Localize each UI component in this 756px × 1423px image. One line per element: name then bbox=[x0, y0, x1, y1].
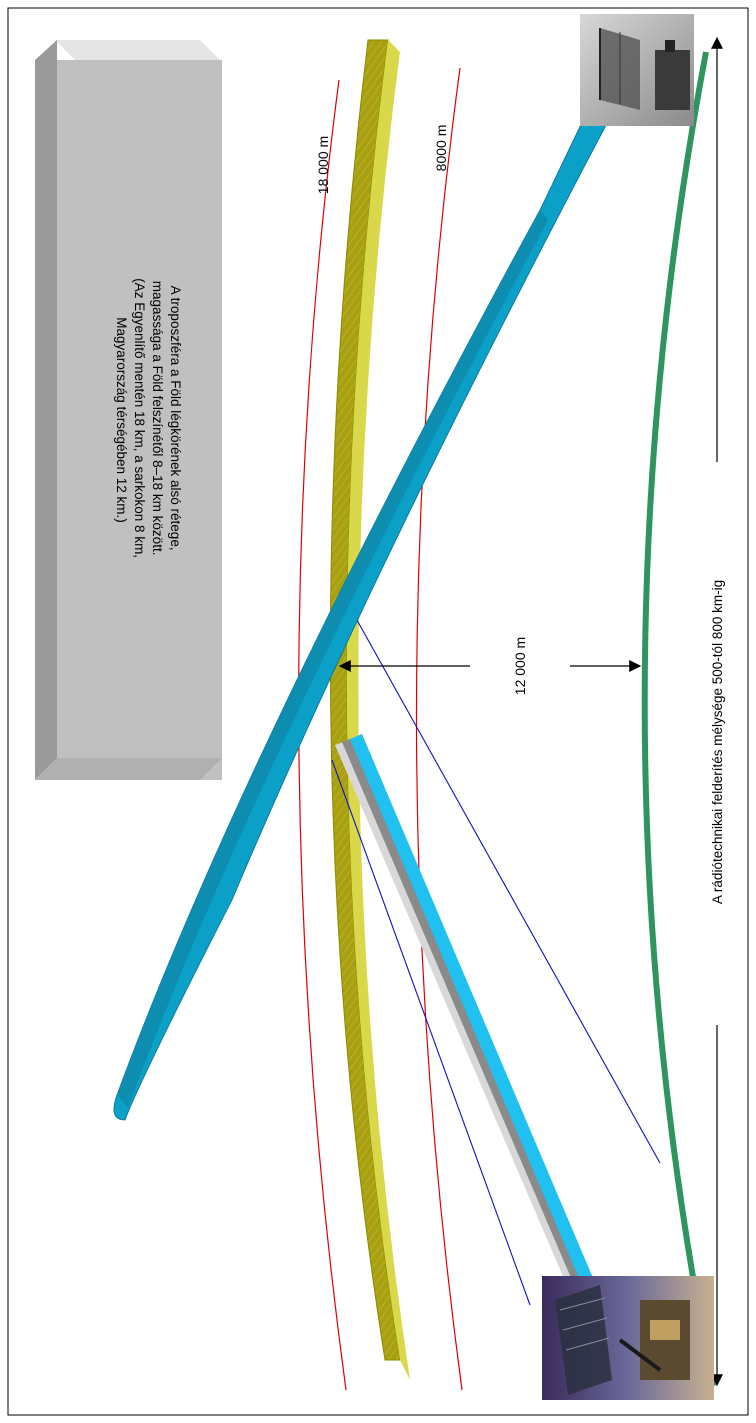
tropopause-band bbox=[329, 39, 410, 1380]
label-recon-depth: A rádiótechnikai felderítés mélysége 500… bbox=[710, 580, 725, 904]
info-line-2: magassága a Föld felszínétől 8–18 km köz… bbox=[150, 281, 165, 556]
label-12000m: 12 000 m bbox=[512, 637, 528, 695]
info-box: A troposzféra a Föld légkörének alsó rét… bbox=[35, 40, 222, 780]
info-line-4: Magyarország térségében 12 km.) bbox=[114, 317, 129, 523]
label-18000m: 18 000 m bbox=[315, 136, 331, 194]
signal-lines bbox=[331, 603, 661, 1306]
radar-photo-top bbox=[580, 14, 694, 126]
ground-curve bbox=[641, 51, 716, 1387]
svg-text:A troposzféra a Föld légköréne: A troposzféra a Föld légkörének alsó rét… bbox=[114, 278, 183, 562]
depth-measure: A rádiótechnikai felderítés mélysége 500… bbox=[710, 36, 725, 1387]
radar-photo-bottom bbox=[542, 1276, 714, 1400]
info-line-1: A troposzféra a Föld légkörének alsó rét… bbox=[168, 286, 183, 551]
info-line-3: (Az Egyenlítő mentén 18 km, a sarkokon 8… bbox=[132, 278, 147, 558]
radar-beam bbox=[113, 67, 631, 1121]
label-8000m: 8000 m bbox=[433, 125, 449, 172]
altitude-measure: 12 000 m bbox=[338, 637, 642, 695]
